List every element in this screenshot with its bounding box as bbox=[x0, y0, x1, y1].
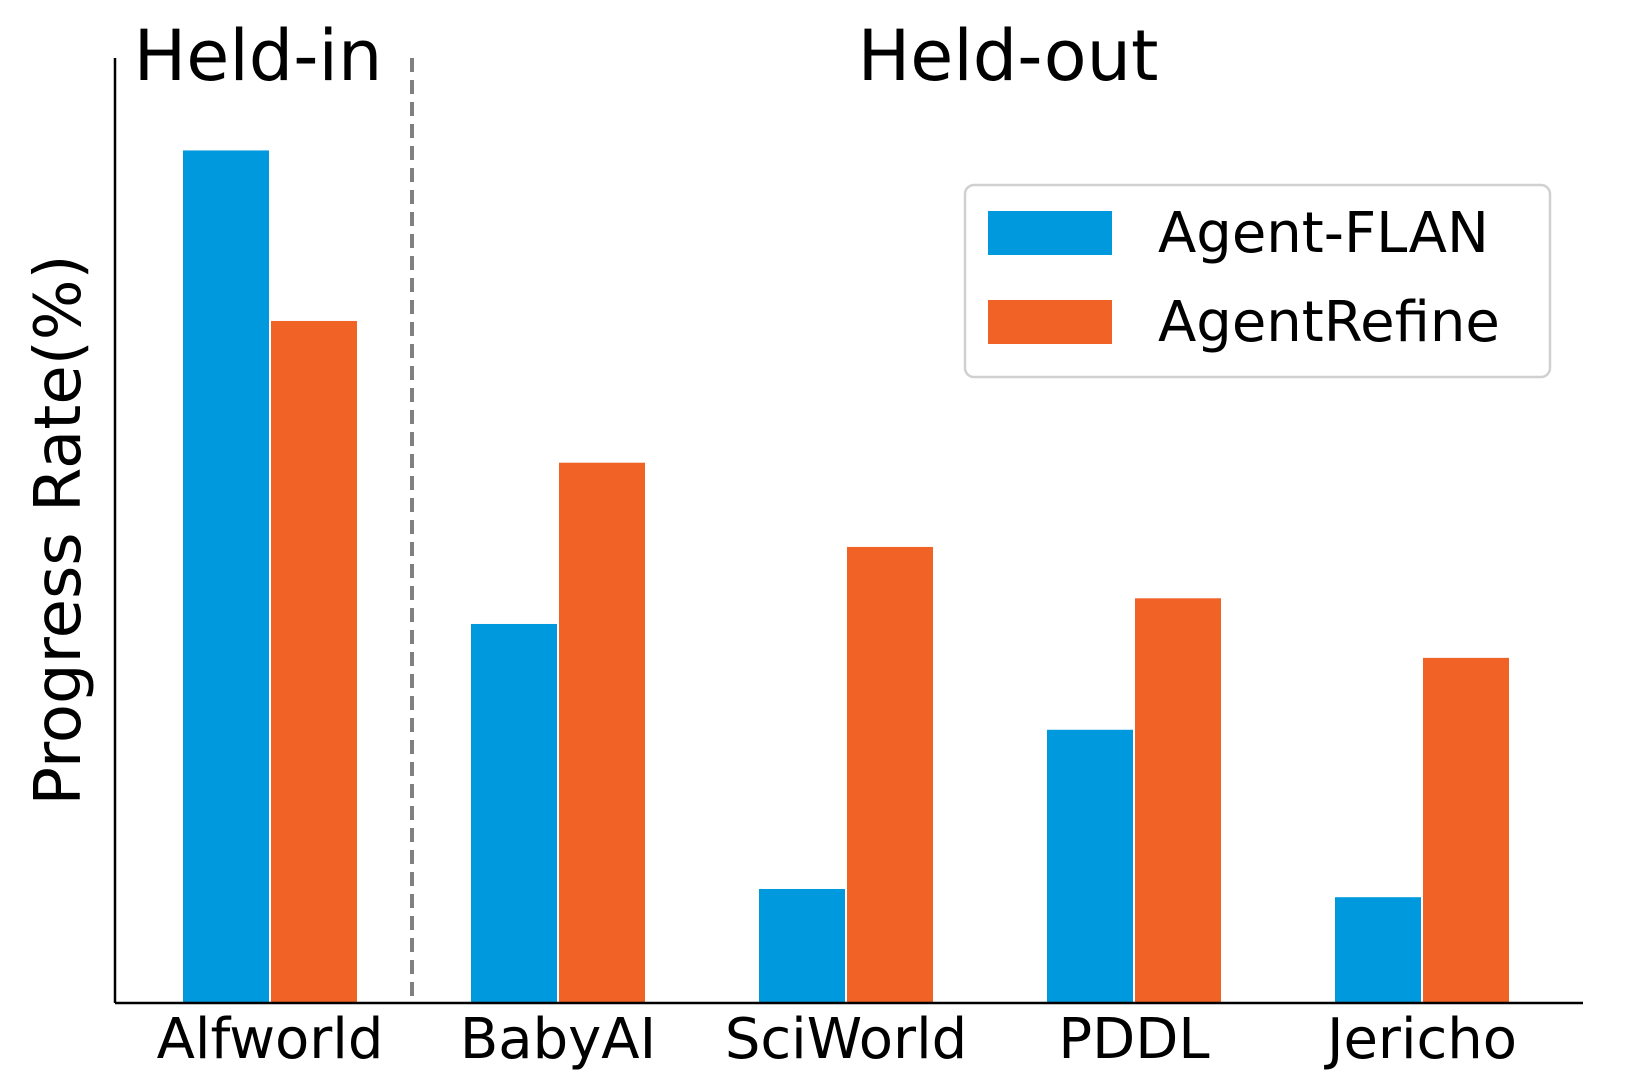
group-label-held-in: Held-in bbox=[134, 15, 383, 97]
bar-agent-flan-sciworld bbox=[759, 888, 845, 1003]
bar-agent-flan-jericho bbox=[1335, 897, 1421, 1003]
legend-label-agentrefine: AgentRefine bbox=[1158, 290, 1500, 355]
x-tick-label-jericho: Jericho bbox=[1324, 1007, 1517, 1072]
x-tick-label-alfworld: Alfworld bbox=[157, 1007, 384, 1072]
legend-label-agent-flan: Agent-FLAN bbox=[1158, 201, 1489, 266]
legend-swatch-agent-flan bbox=[988, 211, 1112, 255]
group-label-held-out: Held-out bbox=[858, 15, 1159, 97]
y-axis-label: Progress Rate(%) bbox=[22, 255, 96, 806]
bar-agent-flan-babyai bbox=[471, 623, 557, 1003]
bar-agentrefine-jericho bbox=[1423, 657, 1509, 1003]
bar-agentrefine-babyai bbox=[559, 462, 645, 1003]
bar-agentrefine-pddl bbox=[1135, 598, 1221, 1003]
x-tick-labels: Alfworld BabyAI SciWorld PDDL Jericho bbox=[157, 1007, 1517, 1072]
legend-swatch-agentrefine bbox=[988, 300, 1112, 344]
bar-agent-flan-alfworld bbox=[183, 150, 269, 1003]
x-tick-label-sciworld: SciWorld bbox=[725, 1007, 967, 1072]
bar-agentrefine-alfworld bbox=[271, 320, 357, 1003]
bar-agent-flan-pddl bbox=[1047, 729, 1133, 1003]
bar-agentrefine-sciworld bbox=[847, 546, 933, 1003]
x-tick-label-pddl: PDDL bbox=[1058, 1007, 1209, 1072]
x-tick-label-babyai: BabyAI bbox=[460, 1007, 656, 1072]
bars-layer bbox=[183, 150, 1509, 1003]
legend: Agent-FLAN AgentRefine bbox=[963, 183, 1552, 379]
